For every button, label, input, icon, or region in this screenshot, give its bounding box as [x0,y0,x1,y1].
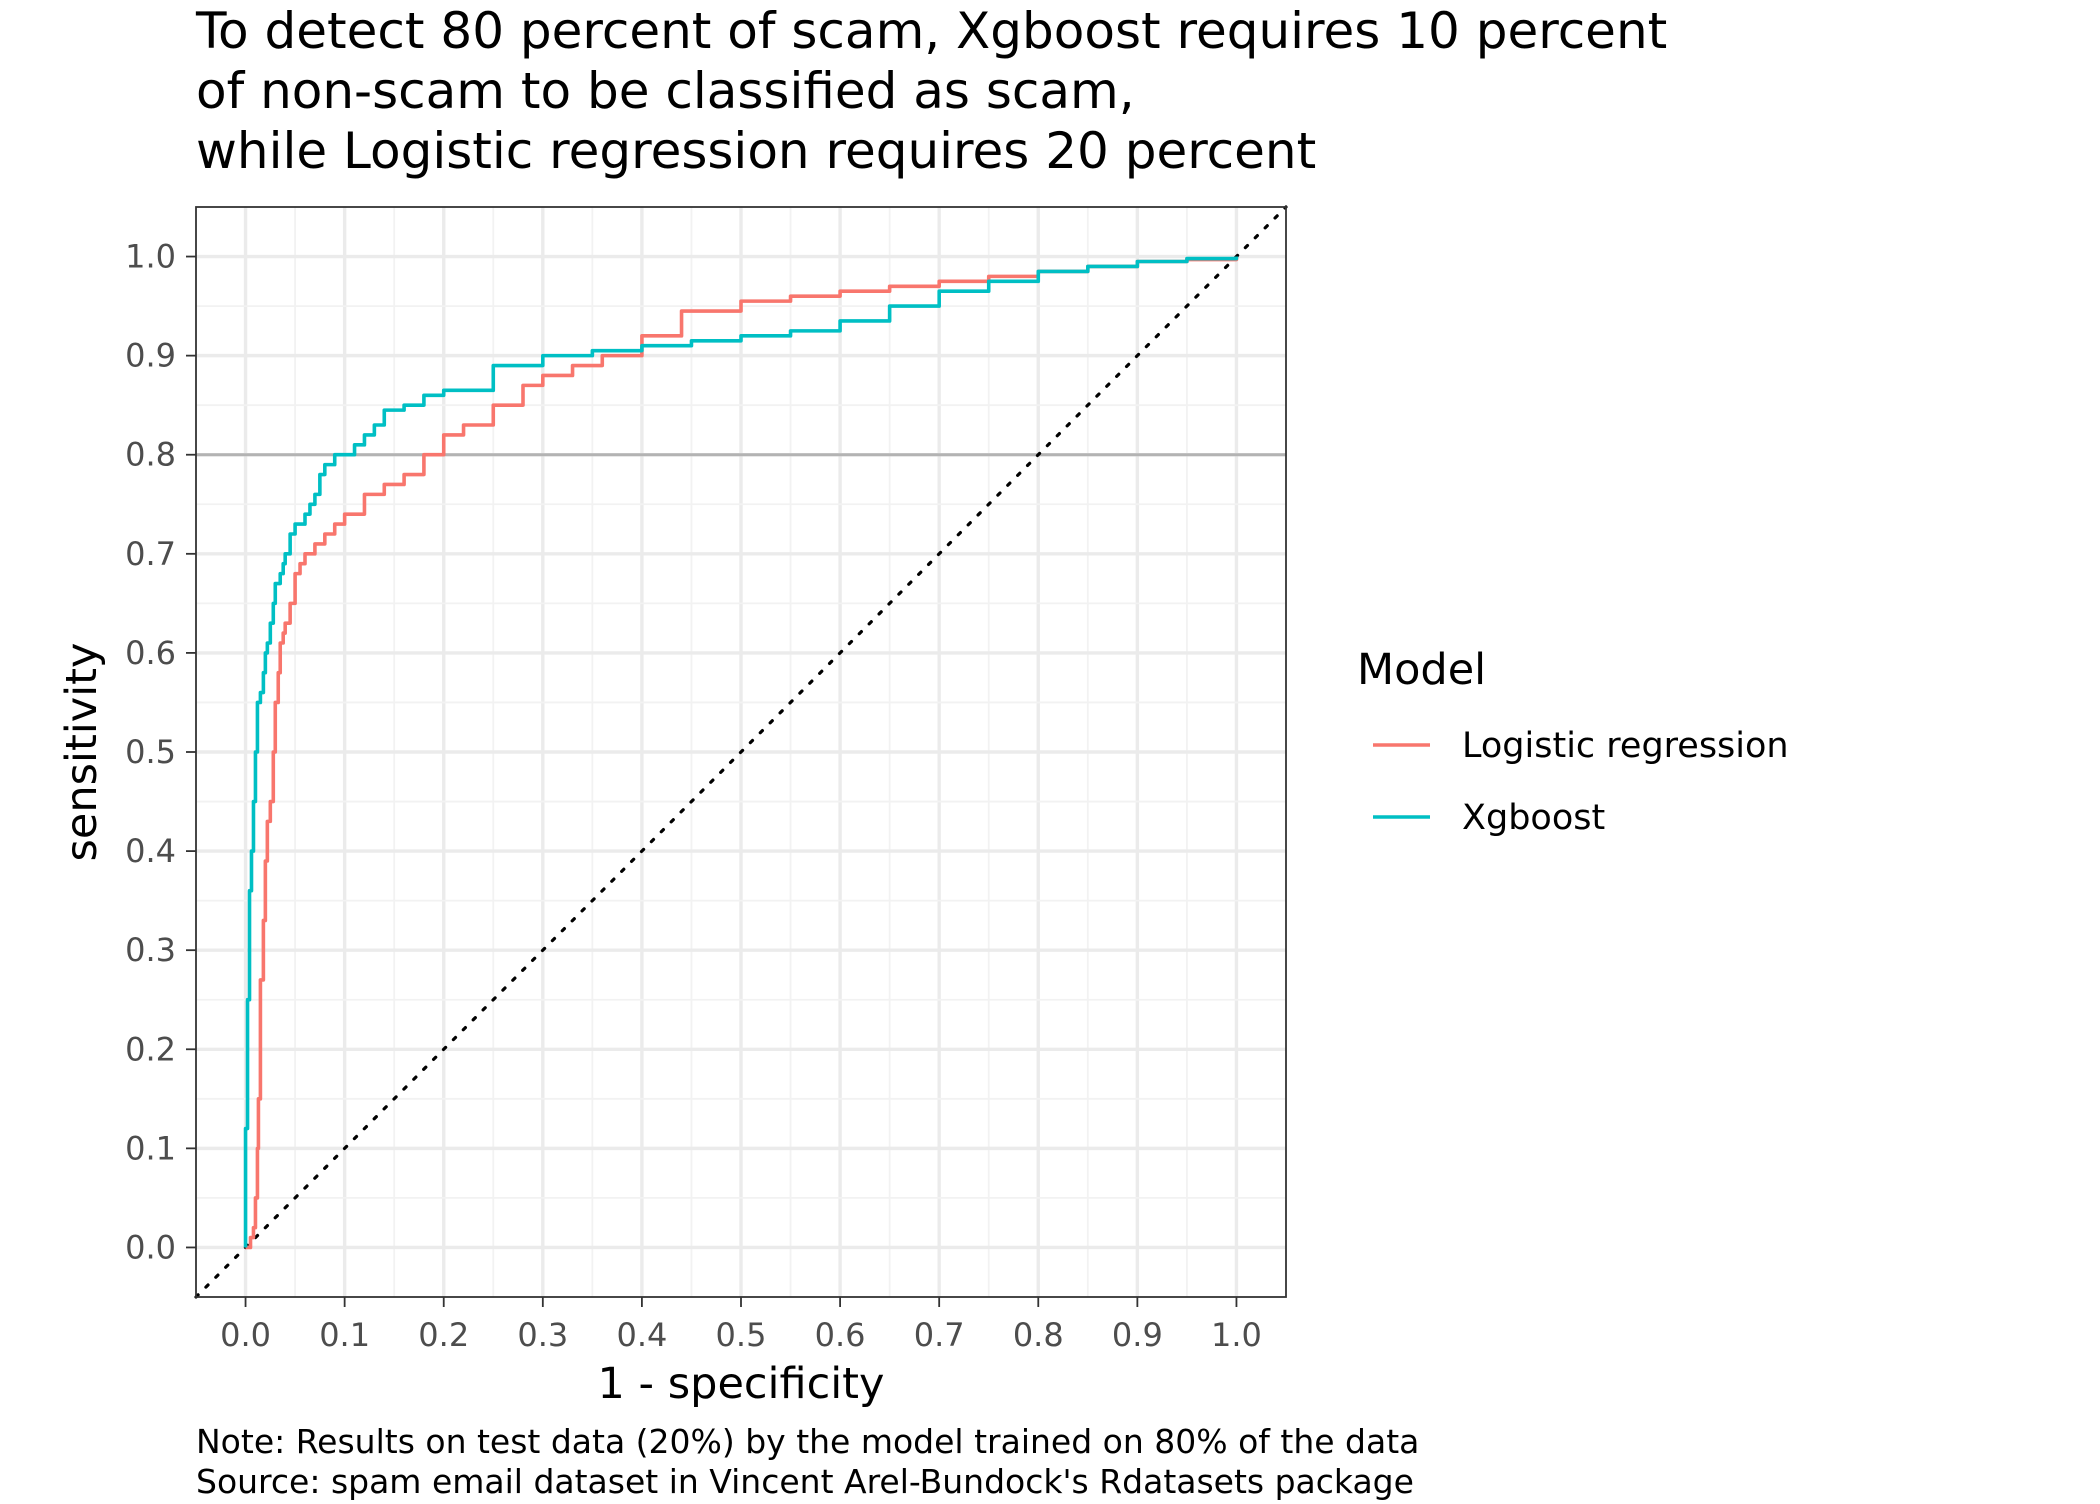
x-tick-label: 0.2 [418,1316,469,1354]
reference-line-diagonal [194,205,1288,1299]
x-tick-label: 0.8 [1013,1316,1064,1354]
series-line-xgboost [243,256,1239,1248]
x-tick-label: 1.0 [1211,1316,1262,1354]
x-tick-label: 0.5 [716,1316,767,1354]
legend: Model Logistic regression Xgboost [1357,645,1789,838]
series-layer [243,256,1239,1250]
legend-label-xgboost: Xgboost [1462,798,1605,838]
y-axis-title: sensitivity [57,643,107,862]
chart-title-line-1: To detect 80 percent of scam, Xgboost re… [195,2,1667,60]
x-tick-label: 0.1 [319,1316,370,1354]
x-tick-label: 0.3 [517,1316,568,1354]
x-tick-label: 0.9 [1112,1316,1163,1354]
caption-note: Note: Results on test data (20%) by the … [196,1422,1419,1461]
x-tick-label: 0.7 [914,1316,965,1354]
y-tick-label: 0.5 [125,733,176,771]
series-line-logistic-regression [245,256,1239,1250]
chart-caption: Note: Results on test data (20%) by the … [196,1422,1419,1501]
legend-title: Model [1357,645,1486,695]
axis-ticks: 0.0 0.1 0.2 0.3 0.4 0.5 0.6 0.7 0.8 0.9 1.0 0.0 0.1 0… [125,238,1262,1354]
y-tick-label: 0.9 [125,337,176,375]
x-tick-label: 0.0 [220,1316,271,1354]
x-tick-label: 0.4 [616,1316,667,1354]
y-tick-label: 1.0 [125,238,176,276]
chart-title: To detect 80 percent of scam, Xgboost re… [195,2,1667,180]
y-tick-label: 0.2 [125,1030,176,1068]
y-tick-label: 0.6 [125,634,176,672]
y-tick-label: 0.8 [125,436,176,474]
reference-lines [194,205,1288,1299]
y-tick-label: 0.0 [125,1228,176,1266]
caption-source: Source: spam email dataset in Vincent Ar… [196,1462,1414,1500]
grid-layer [196,207,1286,1297]
chart-title-line-2: of non-scam to be classified as scam, [196,62,1135,120]
y-tick-label: 0.4 [125,832,176,870]
legend-label-logistic-regression: Logistic regression [1462,726,1789,766]
x-axis-title: 1 - specificity [598,1359,885,1409]
y-tick-label: 0.1 [125,1129,176,1167]
chart-title-line-3: while Logistic regression requires 20 pe… [196,122,1316,180]
y-tick-label: 0.3 [125,931,176,969]
y-tick-label: 0.7 [125,535,176,573]
legend-items: Logistic regression Xgboost [1373,726,1789,838]
x-tick-label: 0.6 [815,1316,866,1354]
